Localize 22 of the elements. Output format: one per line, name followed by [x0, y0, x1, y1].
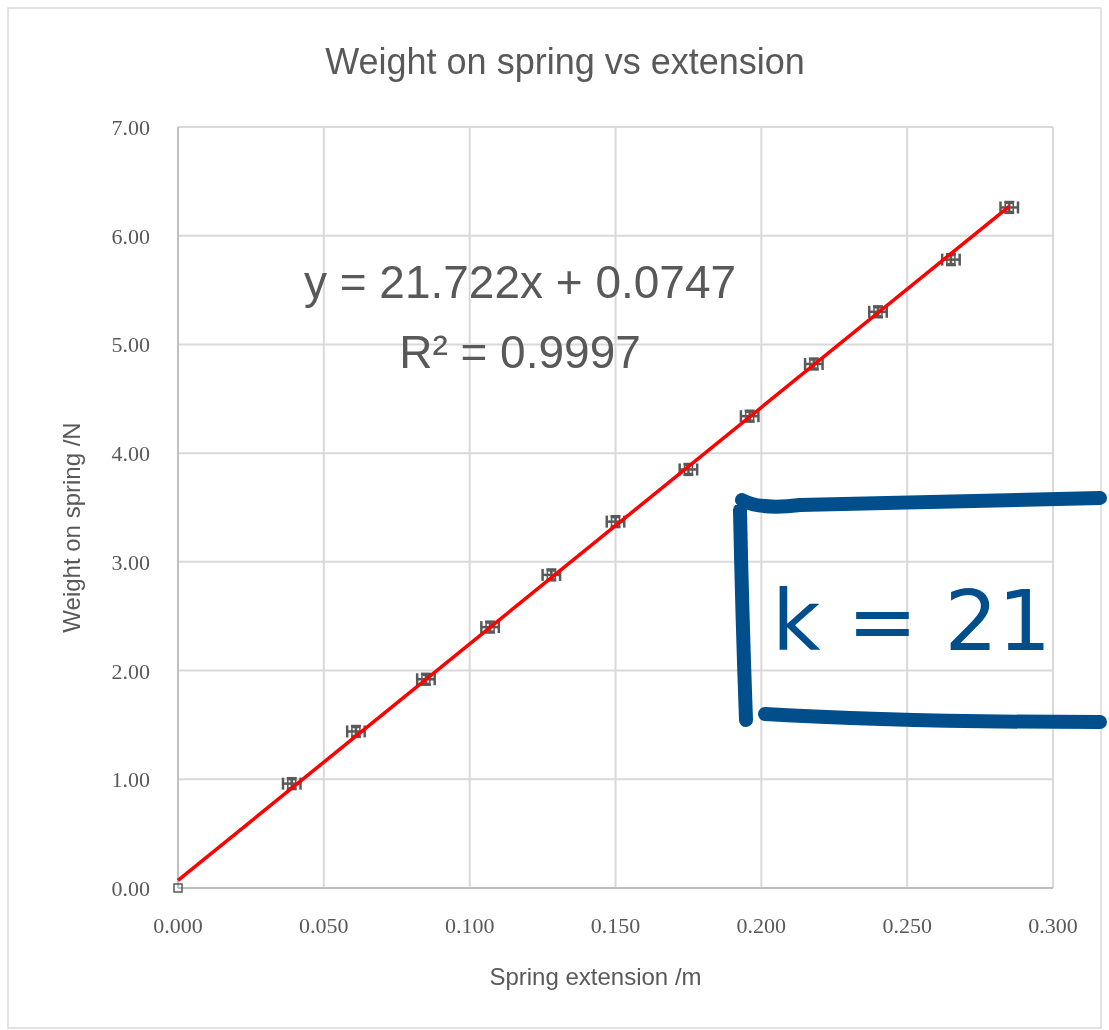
annotation: y = 21.722x + 0.0747: [303, 256, 737, 308]
y-axis-title: Weight on spring /N: [58, 422, 85, 633]
y-tick-label: 1.00: [111, 767, 150, 793]
y-tick-label: 0.00: [111, 876, 150, 901]
chart-title: Weight on spring vs extension: [325, 41, 805, 82]
point: [173, 883, 183, 893]
annotation: k = 21: [772, 572, 1052, 670]
y-tick-label: 3.00: [111, 549, 150, 575]
x-axis-title: Spring extension /m: [489, 963, 702, 990]
x-tick-label: 0.300: [1028, 913, 1078, 938]
x-tick-label: 0.200: [736, 913, 787, 938]
annotation: R² = 0.9997: [399, 326, 641, 378]
x-tick-label: 0.150: [590, 913, 641, 938]
x-tick-label: 0.050: [299, 913, 349, 938]
y-tick-label: 7.00: [111, 115, 150, 140]
y-tick-label: 4.00: [111, 441, 150, 467]
x-tick-label: 0.250: [882, 913, 932, 938]
x-tick-label: 0.100: [444, 913, 495, 938]
y-tick-label: 2.00: [111, 658, 150, 684]
y-tick-label: 5.00: [111, 332, 150, 358]
x-tick-label: 0.000: [153, 913, 203, 938]
y-tick-label: 6.00: [111, 223, 150, 249]
